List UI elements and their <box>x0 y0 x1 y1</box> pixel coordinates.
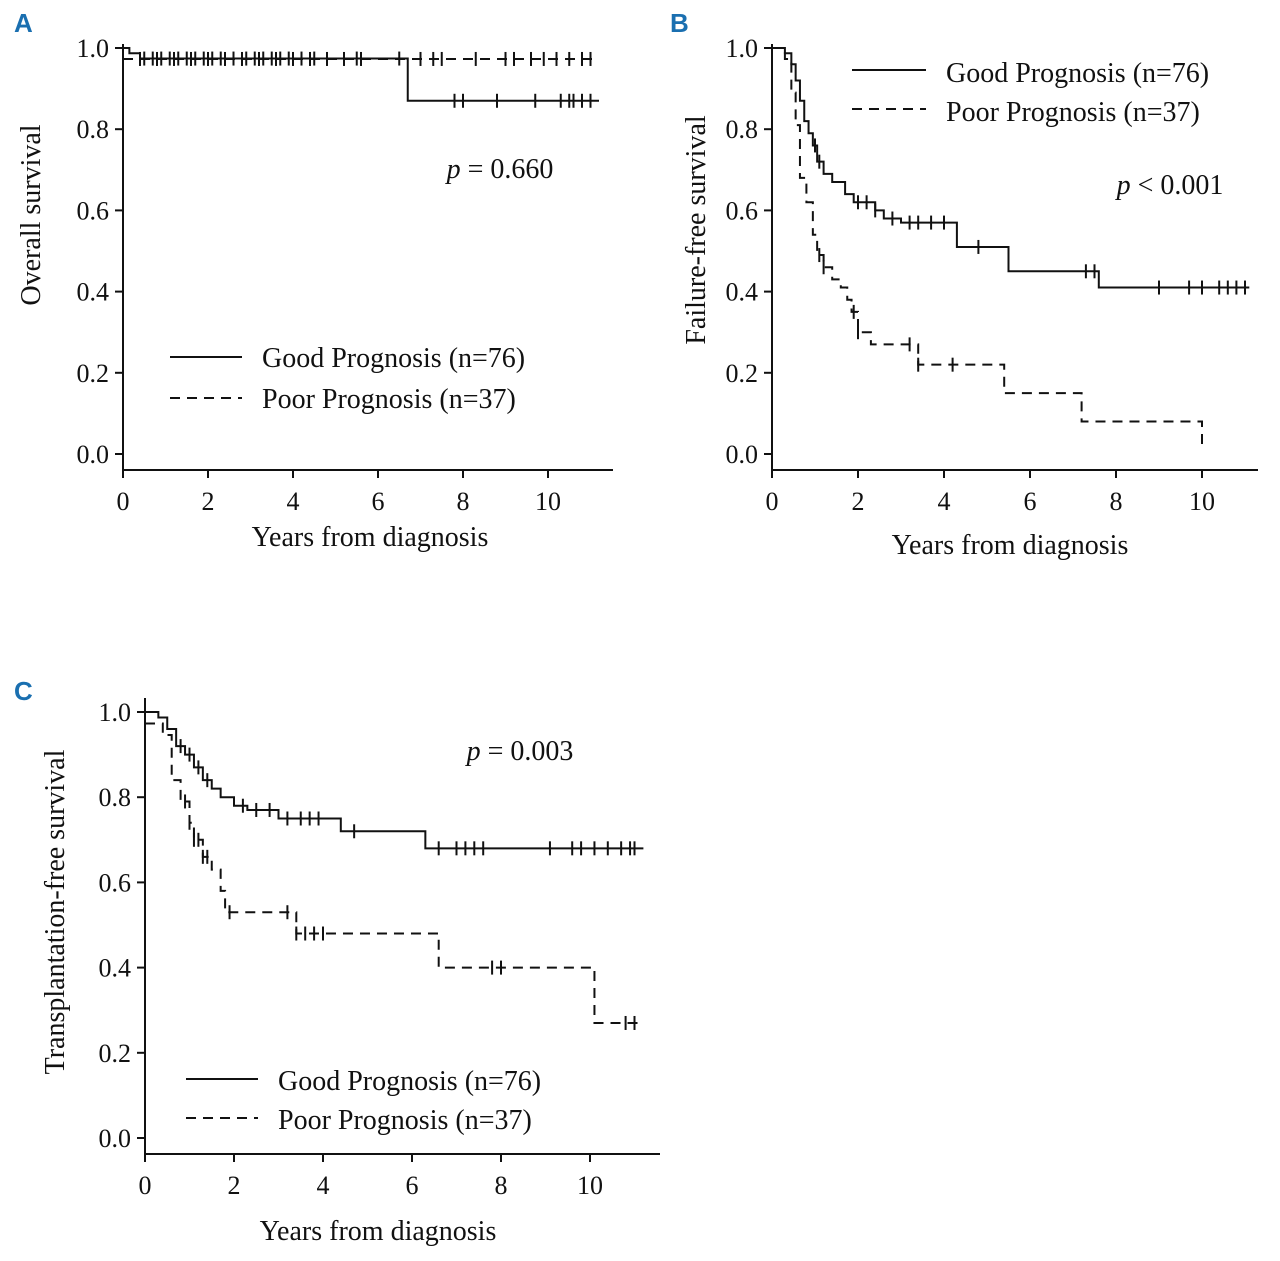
panel-label-a: A <box>14 8 33 38</box>
legend-label-good: Good Prognosis (n=76) <box>262 343 525 374</box>
p-value-text: < 0.001 <box>1131 170 1224 201</box>
panel-a: A 0.0 0.2 0.4 0.6 0.8 1.0 0 2 4 6 8 10 Years from d… <box>14 8 613 553</box>
legend-label-good: Good Prognosis (n=76) <box>946 58 1209 89</box>
panel-b-legend: Good Prognosis (n=76) Poor Prognosis (n=… <box>852 58 1209 128</box>
panel-a-ylabel: Overall survival <box>16 124 47 305</box>
y-tick-label: 0.4 <box>99 954 132 983</box>
y-tick-label: 1.0 <box>726 34 759 63</box>
y-tick-label: 0.8 <box>99 783 132 812</box>
good-prognosis-curve <box>772 47 1250 289</box>
panel-label-c: C <box>14 676 33 706</box>
x-tick-label: 10 <box>535 487 561 516</box>
panel-a-p-value: p = 0.660 <box>445 154 554 185</box>
panel-b: B 0.0 0.2 0.4 0.6 0.8 1.0 0 2 4 6 8 10 Years from d… <box>670 8 1258 561</box>
x-tick-label: 2 <box>202 487 215 516</box>
panel-b-ylabel: Failure-free survival <box>681 115 712 345</box>
panel-a-axes: 0.0 0.2 0.4 0.6 0.8 1.0 0 2 4 6 8 10 <box>77 34 613 516</box>
panel-a-xlabel: Years from diagnosis <box>252 522 489 553</box>
x-tick-label: 6 <box>372 487 385 516</box>
panel-c-p-value: p = 0.003 <box>465 736 574 767</box>
x-tick-label: 4 <box>287 487 300 516</box>
y-tick-label: 0.2 <box>726 359 759 388</box>
p-symbol: p <box>465 736 481 767</box>
legend-label-poor: Poor Prognosis (n=37) <box>262 384 516 415</box>
p-symbol: p <box>445 154 461 185</box>
x-tick-label: 2 <box>852 487 865 516</box>
panel-a-legend: Good Prognosis (n=76) Poor Prognosis (n=… <box>170 343 525 415</box>
y-tick-label: 0.4 <box>77 278 110 307</box>
x-tick-label: 4 <box>938 487 951 516</box>
y-tick-label: 0.0 <box>77 440 110 469</box>
y-tick-label: 0.0 <box>99 1124 132 1153</box>
panel-c-ylabel: Transplantation-free survival <box>40 749 71 1074</box>
legend-label-poor: Poor Prognosis (n=37) <box>946 97 1200 128</box>
panel-c-legend: Good Prognosis (n=76) Poor Prognosis (n=… <box>186 1066 541 1136</box>
p-value-text: = 0.003 <box>481 736 574 767</box>
y-tick-label: 0.2 <box>77 359 110 388</box>
x-tick-label: 10 <box>577 1171 603 1200</box>
panel-c-axes: 0.0 0.2 0.4 0.6 0.8 1.0 0 2 4 6 8 10 <box>99 698 660 1200</box>
p-value-text: = 0.660 <box>461 154 554 185</box>
x-tick-label: 0 <box>766 487 779 516</box>
x-tick-label: 0 <box>139 1171 152 1200</box>
x-tick-label: 8 <box>457 487 470 516</box>
y-tick-label: 0.8 <box>726 115 759 144</box>
y-tick-label: 0.8 <box>77 115 110 144</box>
poor-prognosis-curve <box>145 722 644 1024</box>
x-tick-label: 10 <box>1189 487 1215 516</box>
panel-b-p-value: p < 0.001 <box>1115 170 1224 201</box>
y-tick-label: 0.4 <box>726 278 759 307</box>
x-tick-label: 6 <box>1024 487 1037 516</box>
legend-label-good: Good Prognosis (n=76) <box>278 1066 541 1097</box>
x-tick-label: 2 <box>228 1171 241 1200</box>
y-tick-label: 0.0 <box>726 440 759 469</box>
y-tick-label: 1.0 <box>99 698 132 727</box>
y-tick-label: 0.2 <box>99 1039 132 1068</box>
panel-c-xlabel: Years from diagnosis <box>260 1216 497 1247</box>
x-tick-label: 4 <box>317 1171 330 1200</box>
y-tick-label: 0.6 <box>77 196 110 225</box>
x-tick-label: 6 <box>406 1171 419 1200</box>
x-tick-label: 0 <box>117 487 130 516</box>
good-prognosis-curve <box>145 711 644 850</box>
y-tick-label: 0.6 <box>99 868 132 897</box>
legend-label-poor: Poor Prognosis (n=37) <box>278 1105 532 1136</box>
y-tick-label: 0.6 <box>726 196 759 225</box>
x-tick-label: 8 <box>495 1171 508 1200</box>
panel-b-xlabel: Years from diagnosis <box>892 530 1129 561</box>
y-tick-label: 1.0 <box>77 34 110 63</box>
p-symbol: p <box>1115 170 1131 201</box>
panel-c: C 0.0 0.2 0.4 0.6 0.8 1.0 0 2 4 6 8 10 Years from d… <box>14 676 660 1247</box>
panel-label-b: B <box>670 8 689 38</box>
panel-b-axes: 0.0 0.2 0.4 0.6 0.8 1.0 0 2 4 6 8 10 <box>726 34 1258 516</box>
x-tick-label: 8 <box>1110 487 1123 516</box>
